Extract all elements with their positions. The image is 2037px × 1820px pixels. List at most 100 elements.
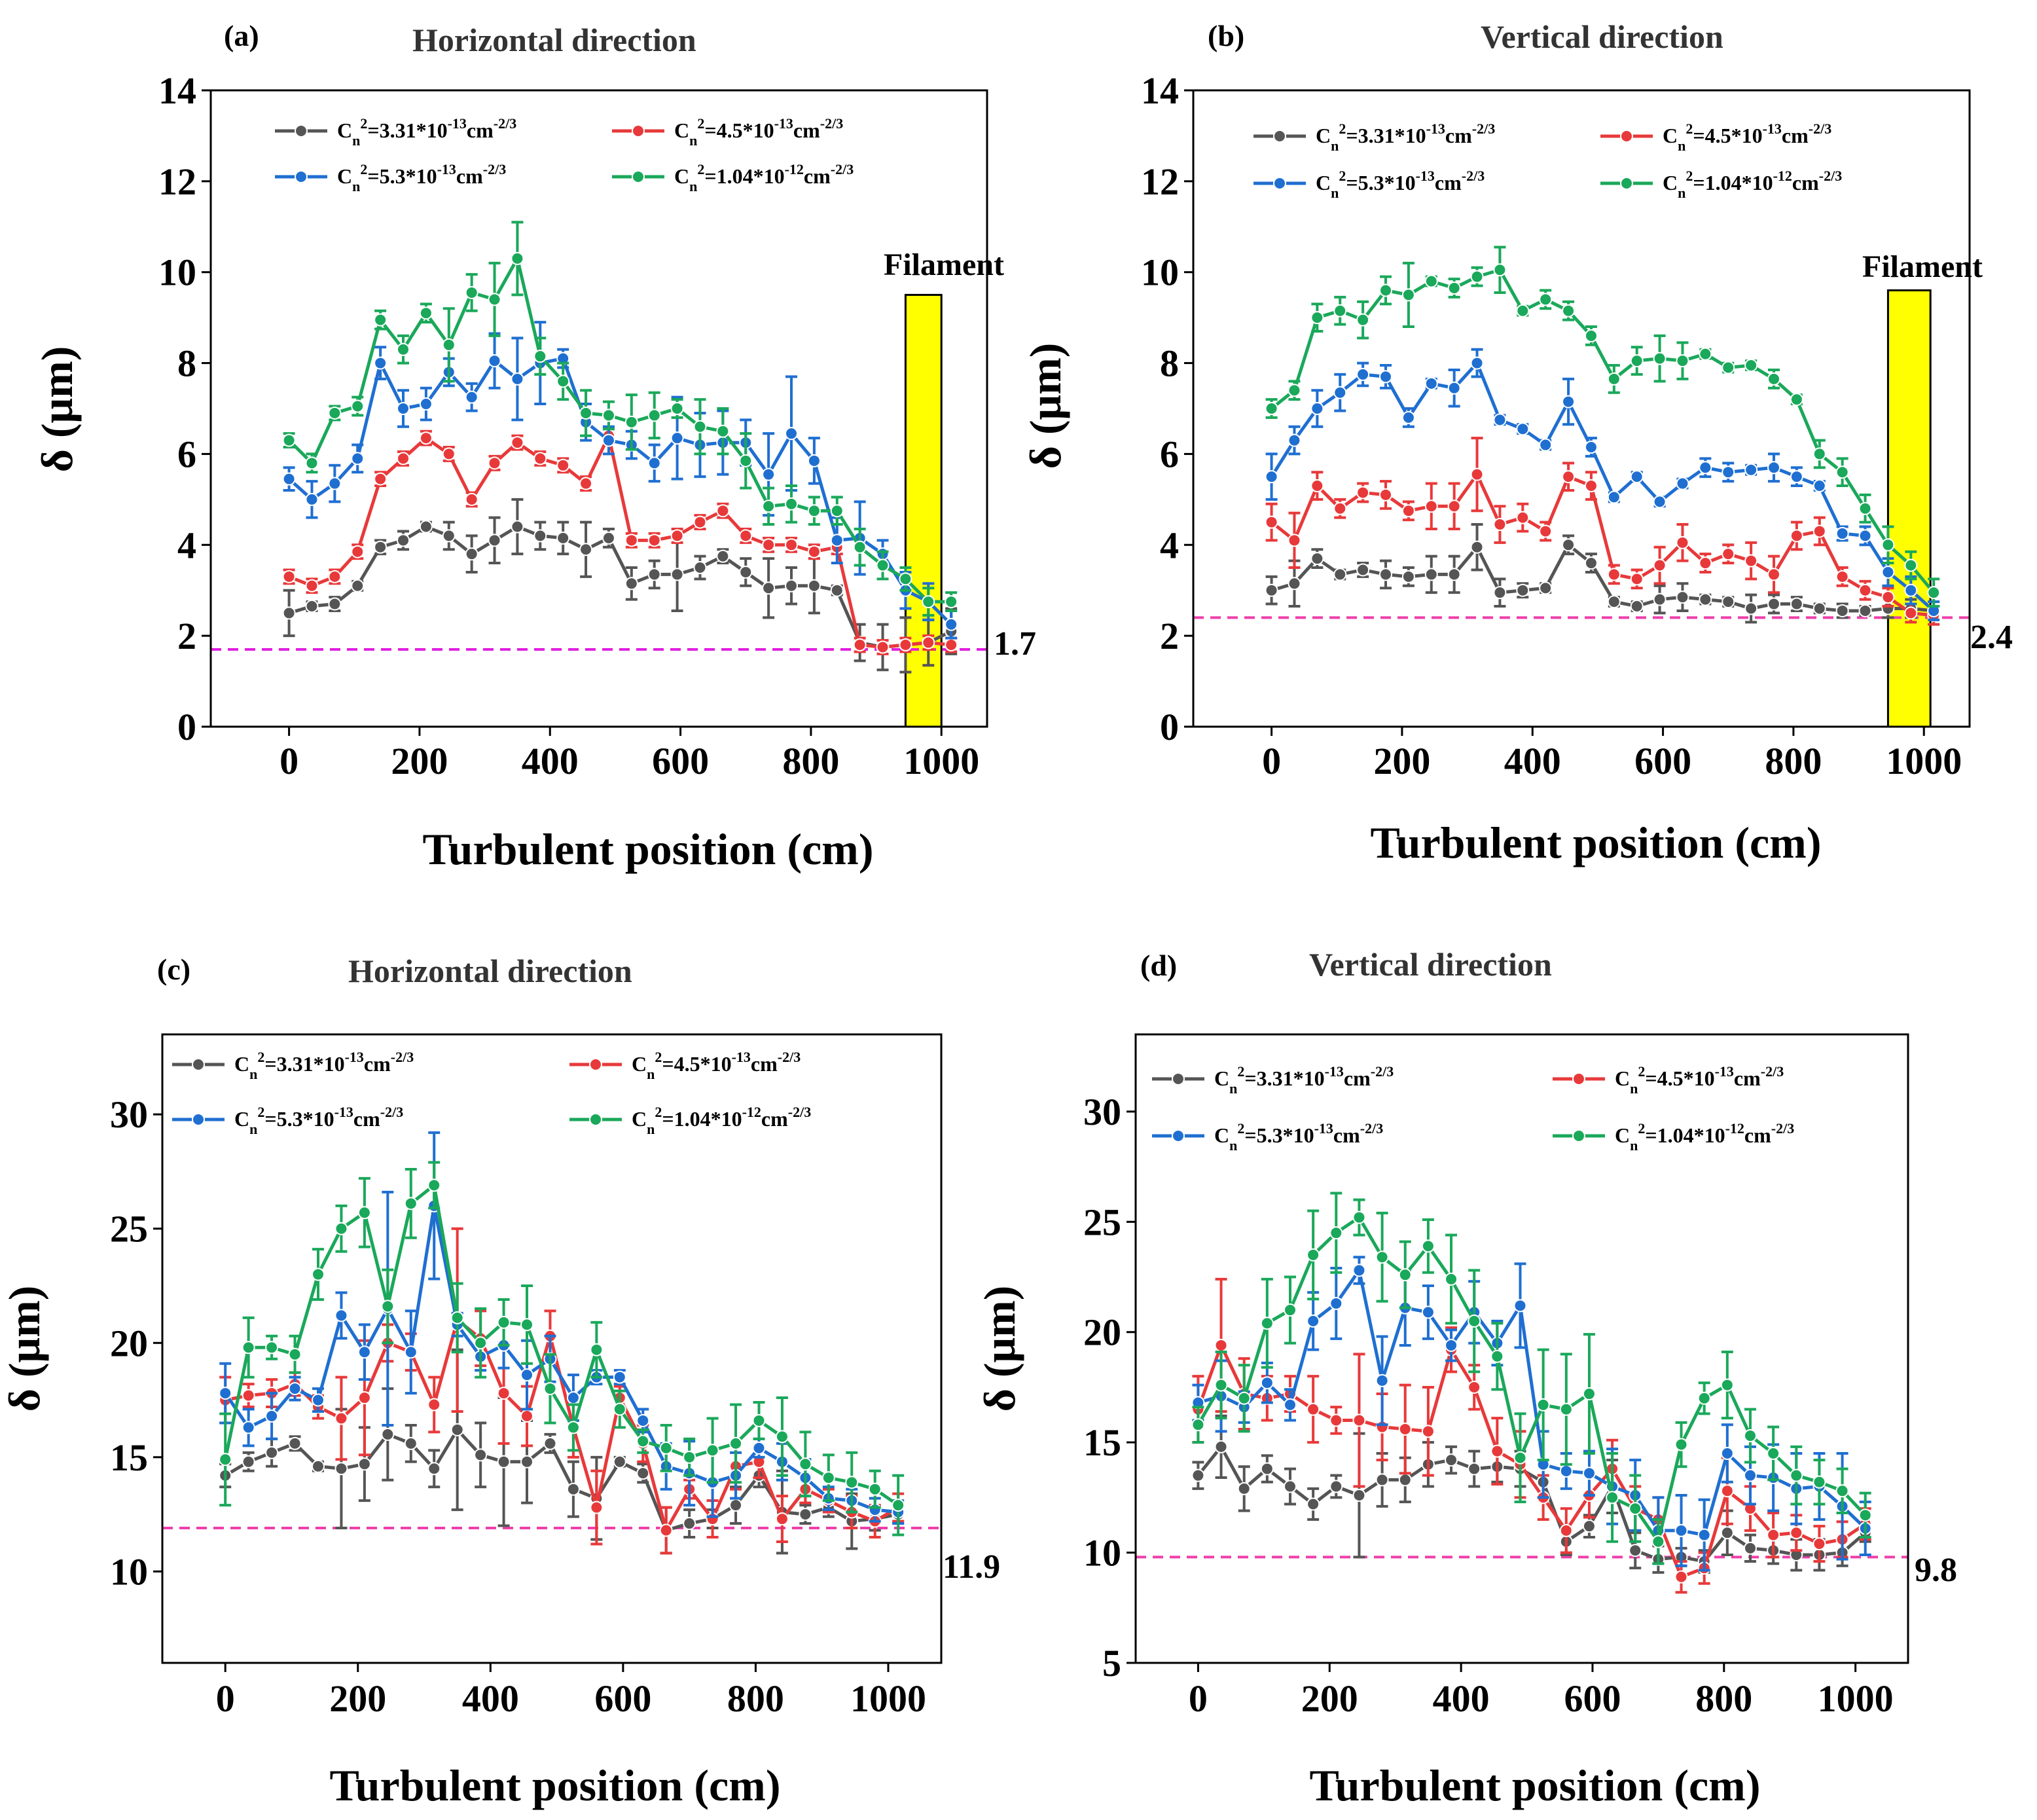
- legend-label-part: 2: [655, 1049, 662, 1065]
- x-tick-label: 800: [1765, 740, 1822, 782]
- legend-swatch-marker: [1172, 1072, 1185, 1085]
- data-point: [334, 1462, 348, 1476]
- legend-item-3: Cn2=5.3*10-13cm-2/3: [275, 161, 506, 194]
- data-point: [1539, 438, 1553, 452]
- series-line: [287, 257, 952, 604]
- panel-d: (d) Vertical direction 9.8 0 200 400 600 800 100…: [975, 946, 1957, 1810]
- legend-label-part: n: [647, 1066, 655, 1082]
- legend-label-part: -12: [785, 161, 804, 177]
- data-point: [1676, 354, 1689, 368]
- data-point: [1470, 356, 1484, 370]
- y-tick-label: 8: [1160, 342, 1179, 385]
- y-tick-label: 10: [1141, 251, 1179, 294]
- filament-bar: [904, 293, 943, 728]
- y-tick-label: 12: [158, 160, 196, 203]
- y-tick-label: 0: [177, 706, 196, 748]
- series-line: [225, 1318, 899, 1533]
- legend-label-part: -12: [1725, 1120, 1744, 1137]
- data-point: [785, 538, 799, 552]
- data-point: [1790, 470, 1803, 484]
- data-point: [1674, 1438, 1688, 1451]
- legend-item-2: Cn2=4.5*10-13cm-2/3: [1553, 1063, 1784, 1097]
- data-point: [1214, 1440, 1228, 1453]
- data-point: [613, 1402, 626, 1416]
- data-point: [1743, 1429, 1757, 1443]
- legend-label-part: =4.5*10: [1693, 124, 1762, 147]
- data-point: [474, 1336, 488, 1350]
- series-1: [1191, 1414, 1872, 1574]
- data-point: [1260, 1376, 1274, 1390]
- data-point: [1539, 293, 1553, 306]
- data-point: [1676, 477, 1689, 490]
- series-3: [1265, 348, 1941, 621]
- data-point: [1356, 486, 1370, 500]
- data-point: [1284, 1480, 1297, 1493]
- data-point: [1352, 1210, 1366, 1224]
- data-point: [590, 1343, 604, 1356]
- y-tick-label: 6: [177, 433, 196, 475]
- legend-label: Cn2=1.04*10-12cm-2/3: [674, 161, 854, 194]
- data-point: [752, 1413, 766, 1427]
- data-point: [1379, 283, 1393, 297]
- data-point: [1379, 488, 1393, 501]
- y-tick-label: 30: [1083, 1091, 1121, 1133]
- legend-label-part: -13: [437, 161, 456, 177]
- data-point: [497, 1315, 511, 1329]
- data-point: [624, 534, 638, 547]
- legend-label-part: -12: [742, 1104, 761, 1120]
- data-point: [1767, 372, 1781, 386]
- data-point: [1722, 465, 1735, 479]
- data-point: [1516, 304, 1530, 318]
- data-point: [374, 472, 388, 486]
- data-point: [892, 1499, 905, 1512]
- legend-item-4: Cn2=1.04*10-12cm-2/3: [1553, 1120, 1794, 1154]
- data-point: [647, 534, 661, 547]
- data-point: [1790, 597, 1803, 611]
- data-point: [1697, 1391, 1711, 1405]
- data-point: [1421, 1239, 1435, 1253]
- data-point: [328, 597, 342, 611]
- reference-label: 2.4: [1970, 619, 2013, 656]
- legend-item-3: Cn2=5.3*10-13cm-2/3: [1152, 1120, 1383, 1154]
- data-point: [752, 1441, 766, 1455]
- legend-swatch-marker: [192, 1058, 205, 1071]
- legend-item-2: Cn2=4.5*10-13cm-2/3: [1600, 120, 1831, 154]
- legend-label-part: -13: [1416, 168, 1435, 184]
- data-point: [590, 1501, 604, 1514]
- data-point: [1288, 433, 1301, 447]
- data-point: [397, 342, 410, 356]
- y-tick-label: 8: [177, 342, 196, 385]
- data-point: [1539, 524, 1553, 538]
- x-tick-label: 0: [1189, 1677, 1208, 1720]
- data-point: [1559, 1402, 1573, 1416]
- legend-label: Cn2=3.31*10-13cm-2/3: [1316, 120, 1495, 154]
- data-point: [785, 579, 799, 592]
- legend-label-part: -13: [732, 1049, 751, 1065]
- data-point: [613, 1370, 626, 1384]
- series-line: [223, 1183, 899, 1507]
- legend-swatch-marker: [1572, 1072, 1585, 1085]
- data-point: [1743, 1468, 1757, 1482]
- data-point: [1516, 583, 1530, 597]
- data-point: [1536, 1398, 1550, 1411]
- data-point: [922, 636, 935, 649]
- y-axis-label: δ (μm): [1020, 343, 1070, 469]
- legend-label-part: cm: [1445, 124, 1472, 147]
- data-point: [729, 1499, 743, 1512]
- legend-label-part: 2: [1339, 168, 1346, 184]
- data-point: [693, 420, 707, 433]
- data-point: [670, 431, 684, 445]
- data-point: [334, 1411, 348, 1425]
- data-point: [1398, 1473, 1412, 1487]
- data-point: [520, 1318, 534, 1332]
- data-point: [312, 1393, 325, 1407]
- x-tick-label: 800: [727, 1677, 784, 1720]
- data-point: [1720, 1447, 1734, 1460]
- data-point: [1812, 1537, 1826, 1551]
- data-point: [899, 638, 912, 652]
- data-point: [465, 547, 478, 561]
- series-4: [1191, 1192, 1872, 1565]
- filament-label: Filament: [884, 247, 1004, 282]
- data-point: [670, 402, 684, 415]
- legend-label-part: cm: [804, 164, 831, 188]
